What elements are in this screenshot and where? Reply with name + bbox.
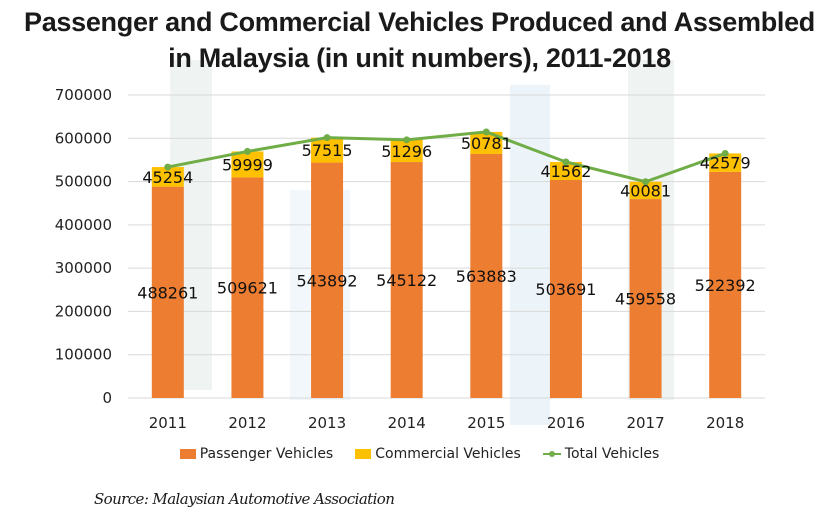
legend-item-passenger[interactable]: Passenger Vehicles bbox=[179, 446, 334, 462]
bar-passenger bbox=[549, 179, 582, 398]
y-tick-label: 0 bbox=[102, 389, 112, 407]
legend-label: Commercial Vehicles bbox=[375, 446, 521, 462]
legend-item-total[interactable]: Total Vehicles bbox=[542, 446, 660, 462]
x-axis-ticks: 2011 2012 2013 2014 2015 2016 2017 2018 bbox=[149, 414, 745, 432]
bar-passenger bbox=[390, 162, 423, 398]
bar-commercial bbox=[709, 153, 742, 172]
bars bbox=[151, 131, 742, 398]
passenger-data-label: 509621 bbox=[217, 279, 278, 298]
bar-commercial bbox=[390, 139, 423, 163]
bar-passenger bbox=[311, 162, 344, 398]
chart-title-line-1: Passenger and Commercial Vehicles Produc… bbox=[23, 7, 815, 37]
total-point bbox=[721, 149, 729, 157]
x-tick-label: 2015 bbox=[467, 414, 505, 432]
x-tick-label: 2013 bbox=[308, 414, 346, 432]
bar-commercial bbox=[470, 131, 503, 154]
legend-item-commercial[interactable]: Commercial Vehicles bbox=[355, 446, 521, 462]
data-labels: 488261 509621 543892 545122 563883 503691 4595… bbox=[137, 134, 755, 309]
total-point bbox=[164, 163, 172, 171]
bar-passenger bbox=[629, 199, 662, 398]
y-axis-ticks: 0 100000 200000 300000 400000 500000 600000 700… bbox=[55, 86, 112, 407]
commercial-data-label: 42579 bbox=[700, 154, 751, 173]
bar-commercial bbox=[629, 181, 662, 200]
x-tick-label: 2018 bbox=[706, 414, 744, 432]
commercial-data-label: 51296 bbox=[381, 142, 432, 161]
chart-title-line-2: in Malaysia (in unit numbers), 2011-2018 bbox=[168, 43, 671, 73]
y-tick-label: 400000 bbox=[55, 216, 112, 234]
y-tick-label: 100000 bbox=[55, 346, 112, 364]
source-note: Source: Malaysian Automotive Association bbox=[94, 490, 395, 508]
passenger-data-label: 488261 bbox=[137, 283, 198, 302]
total-point bbox=[243, 147, 251, 155]
bar-commercial bbox=[231, 151, 264, 178]
y-tick-label: 700000 bbox=[55, 86, 112, 104]
total-point bbox=[323, 134, 331, 142]
x-tick-label: 2012 bbox=[228, 414, 266, 432]
bar-passenger bbox=[151, 186, 184, 398]
passenger-data-label: 522392 bbox=[695, 276, 756, 295]
total-point bbox=[482, 128, 490, 136]
passenger-swatch bbox=[179, 449, 196, 459]
passenger-data-label: 545122 bbox=[376, 271, 437, 290]
total-line bbox=[164, 128, 729, 186]
legend-label: Total Vehicles bbox=[564, 446, 660, 462]
commercial-data-label: 45254 bbox=[142, 168, 193, 187]
x-tick-label: 2011 bbox=[149, 414, 187, 432]
total-line-swatch bbox=[542, 449, 561, 459]
total-point bbox=[562, 158, 570, 166]
chart-title: Passenger and Commercial Vehicles Produc… bbox=[0, 4, 839, 76]
x-tick-label: 2014 bbox=[388, 414, 426, 432]
bar-passenger bbox=[470, 153, 503, 398]
total-line-path bbox=[167, 130, 726, 184]
y-tick-label: 500000 bbox=[55, 173, 112, 191]
gridlines bbox=[128, 94, 765, 399]
bar-passenger bbox=[709, 171, 742, 398]
passenger-data-label: 543892 bbox=[297, 271, 358, 290]
bar-commercial bbox=[311, 137, 344, 163]
legend-label: Passenger Vehicles bbox=[199, 446, 334, 462]
x-tick-label: 2016 bbox=[547, 414, 585, 432]
y-tick-label: 300000 bbox=[55, 259, 112, 277]
y-tick-label: 600000 bbox=[55, 129, 112, 147]
commercial-data-label: 41562 bbox=[540, 162, 591, 181]
commercial-data-label: 50781 bbox=[461, 134, 512, 153]
commercial-data-label: 59999 bbox=[222, 155, 273, 174]
commercial-data-label: 40081 bbox=[620, 181, 671, 200]
passenger-data-label: 459558 bbox=[615, 290, 676, 309]
passenger-data-label: 563883 bbox=[456, 267, 517, 286]
passenger-data-label: 503691 bbox=[535, 280, 596, 299]
commercial-data-label: 57515 bbox=[302, 141, 353, 160]
bar-commercial bbox=[549, 161, 582, 180]
bar-passenger bbox=[231, 177, 264, 398]
total-point bbox=[642, 178, 650, 186]
commercial-swatch bbox=[355, 449, 372, 459]
total-point bbox=[403, 136, 411, 144]
bar-commercial bbox=[151, 167, 184, 187]
y-tick-label: 200000 bbox=[55, 302, 112, 320]
legend: Passenger Vehicles Commercial Vehicles T… bbox=[0, 446, 839, 462]
watermark bbox=[510, 85, 550, 425]
x-tick-label: 2017 bbox=[626, 414, 664, 432]
